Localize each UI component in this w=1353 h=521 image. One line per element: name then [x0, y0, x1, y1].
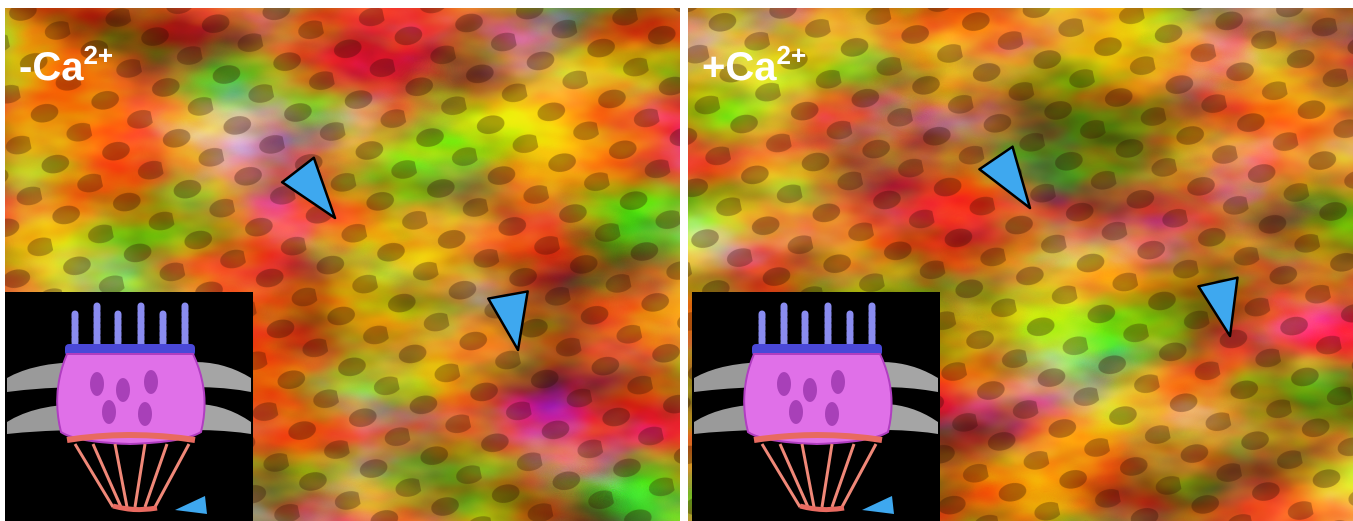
arrowhead	[978, 145, 1032, 210]
pore-body	[743, 353, 893, 446]
basket-ring	[799, 503, 845, 513]
membrane-wing	[195, 362, 251, 392]
membrane-wing	[195, 404, 251, 434]
pore-groove	[144, 370, 158, 394]
nuclear-ring	[753, 432, 883, 443]
panel-label: -Ca2+	[19, 40, 113, 89]
basket-filament	[760, 443, 802, 508]
pore-groove	[831, 370, 845, 394]
inset-model	[694, 302, 938, 514]
pore-groove	[138, 402, 152, 426]
basket-filament	[800, 443, 816, 508]
afm-panel: -Ca2+	[5, 8, 680, 521]
afm-panel: +Ca2+	[688, 8, 1353, 521]
basket-filament	[133, 443, 147, 508]
arrowhead	[487, 290, 529, 352]
basket-filament	[153, 443, 191, 508]
arrowhead	[1197, 276, 1239, 338]
label-superscript: 2+	[777, 40, 807, 70]
nuclear-ring	[66, 432, 196, 443]
basket-ring	[112, 503, 158, 513]
pore-groove	[789, 400, 803, 424]
pore-body	[56, 353, 206, 446]
basket-filament	[143, 443, 169, 508]
basket-filament	[778, 443, 810, 508]
basket-filament	[91, 443, 123, 508]
pore-groove	[825, 402, 839, 426]
membrane-wing	[882, 362, 938, 392]
pore-groove	[777, 372, 791, 396]
label-text: +Ca	[702, 45, 777, 89]
inset-model	[7, 302, 251, 514]
pore-groove	[90, 372, 104, 396]
basket-filament	[830, 443, 856, 508]
membrane-wing	[882, 404, 938, 434]
label-superscript: 2+	[83, 40, 113, 70]
basket-filament	[113, 443, 129, 508]
arrowhead	[175, 496, 207, 514]
pore-groove	[116, 378, 130, 402]
arrowhead	[862, 496, 894, 514]
pore-groove	[803, 378, 817, 402]
pore-groove	[102, 400, 116, 424]
basket-filament	[73, 443, 115, 508]
basket-filament	[820, 443, 834, 508]
basket-filament	[840, 443, 878, 508]
panel-label: +Ca2+	[702, 40, 806, 89]
label-text: -Ca	[19, 45, 84, 89]
arrowhead	[280, 156, 337, 220]
